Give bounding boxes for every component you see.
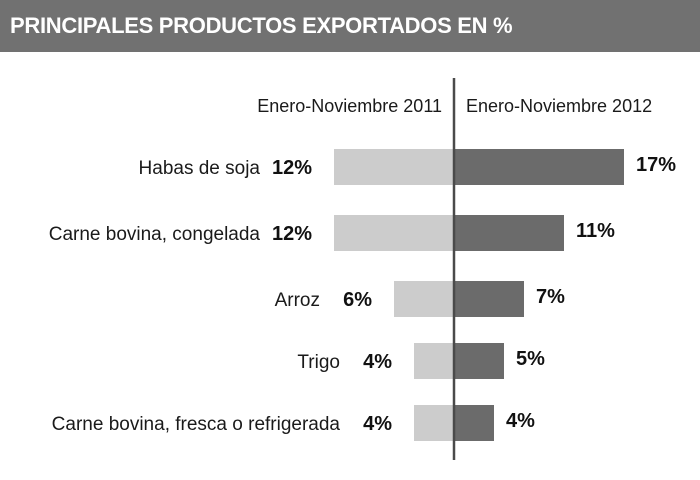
bar-2011-4 xyxy=(414,405,454,441)
category-label-2: Arroz xyxy=(275,290,320,311)
bar-2012-2 xyxy=(454,281,524,317)
value-label-2012-3: 5% xyxy=(516,348,545,370)
bar-2011-0 xyxy=(334,149,454,185)
value-label-2012-2: 7% xyxy=(536,286,565,308)
value-label-2011-3: 4% xyxy=(363,351,392,373)
value-label-2012-0: 17% xyxy=(636,154,676,176)
category-label-3: Trigo xyxy=(297,352,340,373)
category-label-4: Carne bovina, fresca o refrigerada xyxy=(52,414,341,435)
value-label-2011-2: 6% xyxy=(343,289,372,311)
value-label-2012-1: 11% xyxy=(576,220,615,242)
bar-2012-1 xyxy=(454,215,564,251)
bar-2011-2 xyxy=(394,281,454,317)
series-label-2012: Enero-Noviembre 2012 xyxy=(466,96,652,116)
bar-2012-0 xyxy=(454,149,624,185)
bar-2012-3 xyxy=(454,343,504,379)
series-label-2011: Enero-Noviembre 2011 xyxy=(257,96,442,116)
category-label-0: Habas de soja xyxy=(139,158,261,179)
value-label-2011-0: 12% xyxy=(272,157,312,179)
chart-title: PRINCIPALES PRODUCTOS EXPORTADOS EN % xyxy=(10,13,513,38)
value-label-2012-4: 4% xyxy=(506,410,535,432)
value-label-2011-4: 4% xyxy=(363,413,392,435)
chart-header: PRINCIPALES PRODUCTOS EXPORTADOS EN % xyxy=(0,0,700,52)
category-label-1: Carne bovina, congelada xyxy=(49,224,261,245)
value-label-2011-1: 12% xyxy=(272,223,312,245)
bar-2011-3 xyxy=(414,343,454,379)
bar-2011-1 xyxy=(334,215,454,251)
bar-2012-4 xyxy=(454,405,494,441)
